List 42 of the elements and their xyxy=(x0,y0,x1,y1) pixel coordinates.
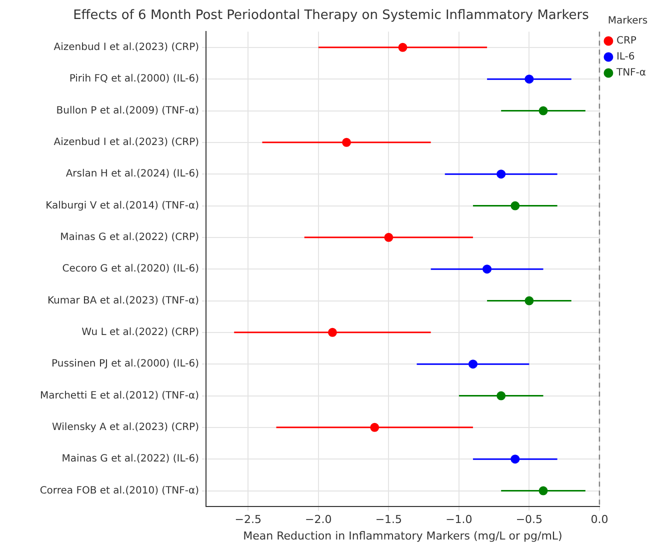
x-tick-label: −2.5 xyxy=(234,513,262,526)
point xyxy=(468,360,478,369)
point xyxy=(538,106,548,116)
x-tick-label: 0.0 xyxy=(590,513,608,526)
legend-title: Markers xyxy=(608,16,648,27)
legend-label: TNF-α xyxy=(615,68,646,79)
y-tick-label: Bullon P et al.(2009) (TNF-α) xyxy=(56,105,200,116)
point xyxy=(496,170,506,179)
y-tick-label: Marchetti E et al.(2012) (TNF-α) xyxy=(40,390,200,402)
y-tick-label: Wilensky A et al.(2023) (CRP) xyxy=(52,422,200,434)
point xyxy=(328,328,337,337)
x-tick-label: −1.5 xyxy=(375,513,402,526)
point xyxy=(510,201,520,210)
x-tick-label: −0.5 xyxy=(516,513,543,526)
point xyxy=(482,264,492,274)
y-tick-label: Kalburgi V et al.(2014) (TNF-α) xyxy=(46,200,200,212)
point xyxy=(496,391,506,400)
x-tick-label: −2.0 xyxy=(305,513,332,526)
point xyxy=(342,138,352,147)
x-tick-label: −1.0 xyxy=(446,513,472,526)
y-tick-label: Aizenbud I et al.(2023) (CRP) xyxy=(54,42,200,54)
y-tick-label: Pussinen PJ et al.(2000) (IL-6) xyxy=(52,358,200,370)
point xyxy=(384,232,394,242)
point xyxy=(538,486,548,496)
y-tick-label: Pirih FQ et al.(2000) (IL-6) xyxy=(69,74,200,85)
legend-label: CRP xyxy=(616,36,636,47)
y-tick-label: Mainas G et al.(2022) (IL-6) xyxy=(62,454,200,465)
y-tick-label: Mainas G et al.(2022) (CRP) xyxy=(60,232,200,244)
y-tick-label: Correa FOB et al.(2010) (TNF-α) xyxy=(40,485,200,496)
chart-title: Effects of 6 Month Post Periodontal Therapy on Systemic Inflammatory Markers xyxy=(73,8,590,24)
legend-label: IL-6 xyxy=(616,52,635,63)
y-tick-label: Wu L et al.(2022) (CRP) xyxy=(82,327,200,338)
point xyxy=(524,74,534,84)
x-axis-title: Mean Reduction in Inflammatory Markers (mg/L or pg/mL) xyxy=(243,529,562,542)
y-tick-label: Arslan H et al.(2024) (IL-6) xyxy=(66,168,200,180)
y-tick-label: Kumar BA et al.(2023) (TNF-α) xyxy=(47,295,200,306)
point xyxy=(398,42,408,52)
y-tick-label: Aizenbud I et al.(2023) (CRP) xyxy=(54,137,200,148)
point xyxy=(510,454,520,464)
y-tick-label: Cecoro G et al.(2020) (IL-6) xyxy=(62,264,200,275)
point xyxy=(370,422,380,432)
point xyxy=(524,296,534,306)
